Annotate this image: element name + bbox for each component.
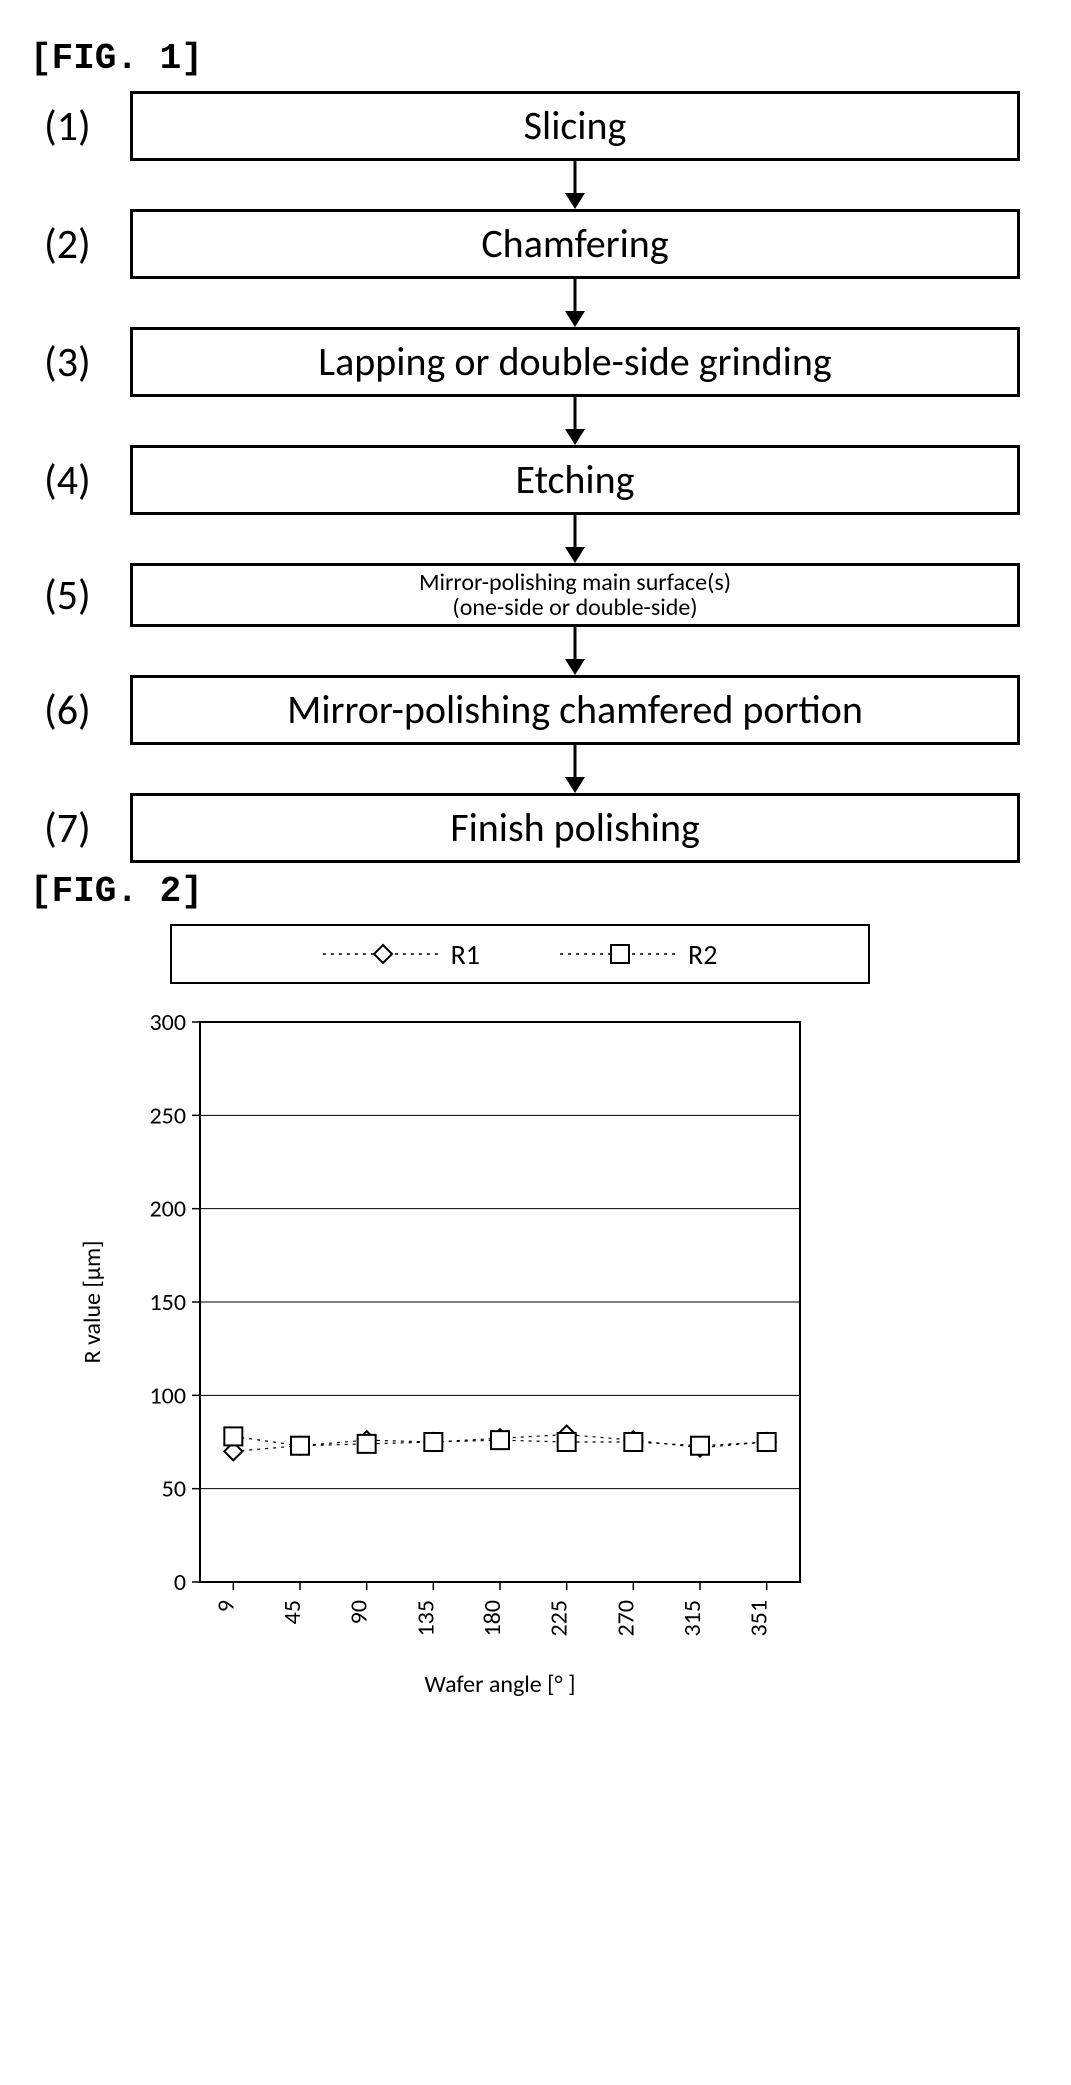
fig2-chart: R1 R2 0 50 100 150 200 250 300 9 45 90 135 180 225 270… — [70, 924, 1041, 1822]
step-text: Etching — [516, 459, 635, 501]
step-text: Mirror-polishing chamfered portion — [287, 689, 863, 731]
marker-R2 — [691, 1437, 709, 1455]
step-text: Finish polishing — [450, 807, 700, 849]
flowchart: (1) Slicing (2) Chamfering (3) Lapping or dou… — [40, 91, 1020, 863]
xtick-label: 45 — [278, 1600, 307, 1624]
flow-step: (7) Finish polishing — [40, 793, 1020, 863]
ytick-label: 300 — [150, 1008, 187, 1037]
marker-R2 — [624, 1433, 642, 1451]
step-text: Lapping or double-side grinding — [318, 341, 831, 383]
ytick-label: 50 — [162, 1475, 186, 1504]
step-number: (4) — [40, 445, 130, 515]
step-box: Chamfering — [130, 209, 1020, 279]
marker-R2 — [358, 1435, 376, 1453]
step-box: Mirror-polishing main surface(s)(one-sid… — [130, 563, 1020, 627]
arrow-down-icon — [555, 397, 595, 445]
arrow-down-icon — [555, 627, 595, 675]
step-text: (one-side or double-side) — [452, 595, 697, 620]
flow-step: (5)Mirror-polishing main surface(s)(one-… — [40, 563, 1020, 627]
marker-R2 — [491, 1432, 509, 1450]
step-number: (5) — [40, 563, 130, 627]
chart-svg: 0 50 100 150 200 250 300 9 45 90 135 180 225 270 315 35… — [70, 1002, 890, 1822]
legend-label: R2 — [688, 937, 717, 972]
step-number: (7) — [40, 793, 130, 863]
ytick-label: 100 — [150, 1382, 187, 1411]
step-number: (3) — [40, 327, 130, 397]
fig2-label: [FIG. 2] — [30, 871, 1041, 912]
xtick-label: 225 — [545, 1600, 574, 1637]
arrow-down-icon — [555, 515, 595, 563]
xtick-label: 351 — [745, 1600, 774, 1637]
marker-R2 — [224, 1428, 242, 1446]
marker-R2 — [558, 1433, 576, 1451]
x-axis-label: Wafer angle [° ] — [425, 1670, 576, 1699]
xtick-label: 270 — [611, 1600, 640, 1637]
marker-R2 — [424, 1433, 442, 1451]
marker-R2 — [758, 1433, 776, 1451]
legend-item: R1 — [323, 937, 480, 972]
square-marker-icon — [560, 939, 680, 969]
chart-legend: R1 R2 — [170, 924, 870, 984]
arrow-down-icon — [555, 745, 595, 793]
ytick-label: 200 — [150, 1195, 187, 1224]
step-text: Slicing — [524, 105, 627, 147]
ytick-label: 0 — [174, 1568, 186, 1597]
arrow-down-icon — [555, 161, 595, 209]
y-axis-label: R value [μm] — [78, 1241, 107, 1364]
fig1-label: [FIG. 1] — [30, 38, 1041, 79]
step-text: Mirror-polishing main surface(s) — [419, 570, 731, 595]
xtick-label: 90 — [345, 1600, 374, 1624]
step-box: Mirror-polishing chamfered portion — [130, 675, 1020, 745]
xtick-label: 315 — [678, 1600, 707, 1637]
ytick-label: 150 — [150, 1288, 187, 1317]
flow-step: (1) Slicing — [40, 91, 1020, 161]
arrow-down-icon — [555, 279, 595, 327]
step-number: (6) — [40, 675, 130, 745]
xtick-label: 9 — [211, 1600, 240, 1612]
step-text: Chamfering — [481, 223, 668, 265]
legend-item: R2 — [560, 937, 717, 972]
xtick-label: 135 — [411, 1600, 440, 1637]
step-box: Lapping or double-side grinding — [130, 327, 1020, 397]
step-box: Etching — [130, 445, 1020, 515]
xtick-label: 180 — [478, 1600, 507, 1637]
step-number: (2) — [40, 209, 130, 279]
legend-label: R1 — [451, 937, 480, 972]
flow-step: (2) Chamfering — [40, 209, 1020, 279]
diamond-marker-icon — [323, 939, 443, 969]
step-box: Finish polishing — [130, 793, 1020, 863]
marker-R2 — [291, 1437, 309, 1455]
step-box: Slicing — [130, 91, 1020, 161]
flow-step: (3) Lapping or double-side grinding — [40, 327, 1020, 397]
ytick-label: 250 — [150, 1102, 187, 1131]
flow-step: (4) Etching — [40, 445, 1020, 515]
flow-step: (6) Mirror-polishing chamfered portion — [40, 675, 1020, 745]
step-number: (1) — [40, 91, 130, 161]
